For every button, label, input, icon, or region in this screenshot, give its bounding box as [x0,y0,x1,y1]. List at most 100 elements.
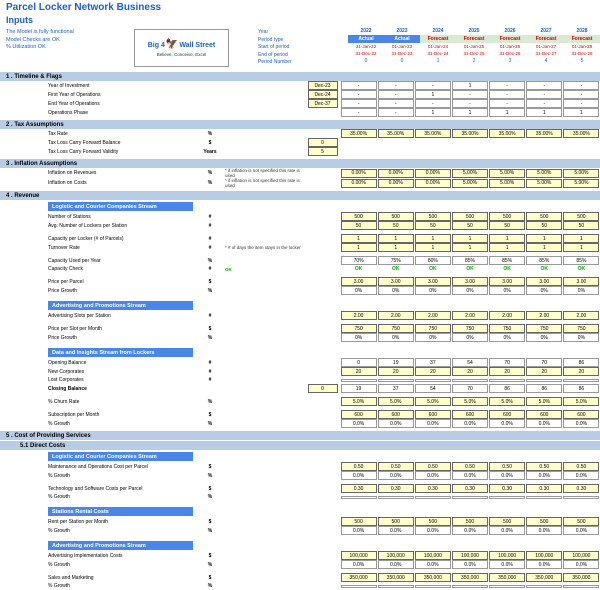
data-cell[interactable]: 1 [489,234,525,243]
data-cell[interactable]: 54 [452,358,488,367]
data-cell[interactable]: 0.0% [526,419,562,428]
data-cell[interactable]: 500 [563,212,599,221]
data-cell[interactable]: 5.0% [526,397,562,406]
data-cell[interactable] [563,496,599,499]
data-cell[interactable]: 500 [489,517,525,526]
data-cell[interactable]: 0% [415,286,451,295]
data-cell[interactable]: 0% [378,333,414,342]
data-cell[interactable]: 350,000 [341,573,377,582]
data-cell[interactable]: OK [378,266,414,273]
data-cell[interactable]: 3.00 [378,277,414,286]
data-cell[interactable]: 50 [489,221,525,230]
data-cell[interactable]: 500 [526,517,562,526]
data-cell[interactable]: 3.00 [563,277,599,286]
data-cell[interactable]: 85% [526,256,562,265]
data-cell[interactable]: 0.0% [341,560,377,569]
data-cell[interactable]: 1 [415,243,451,252]
data-cell[interactable]: 600 [563,410,599,419]
data-cell[interactable]: 86 [563,358,599,367]
data-cell[interactable] [489,496,525,499]
data-cell[interactable]: 750 [415,324,451,333]
data-cell[interactable]: 0.00% [415,169,451,178]
data-cell[interactable]: 0.0% [563,526,599,535]
data-cell[interactable]: 5.0% [378,397,414,406]
data-cell[interactable]: 0.0% [415,419,451,428]
data-cell[interactable]: 5.0% [415,397,451,406]
data-cell[interactable]: 5.00% [489,169,525,178]
data-cell[interactable]: 35.00% [563,129,599,138]
data-cell[interactable]: 5.00% [563,169,599,178]
data-cell[interactable]: 600 [452,410,488,419]
data-cell[interactable]: 54 [415,384,451,393]
data-cell[interactable]: 0.0% [452,419,488,428]
data-cell[interactable]: 2.00 [526,311,562,320]
data-cell[interactable]: 0.30 [341,484,377,493]
data-cell[interactable]: 0.0% [526,560,562,569]
data-cell[interactable]: 500 [452,517,488,526]
data-cell[interactable]: OK [489,266,525,273]
data-cell[interactable]: 5.00% [452,169,488,178]
data-cell[interactable]: 350,000 [526,573,562,582]
data-cell[interactable]: 5.00% [526,169,562,178]
data-cell[interactable]: 75% [378,256,414,265]
data-cell[interactable]: 600 [341,410,377,419]
data-cell[interactable]: 0% [452,286,488,295]
data-cell[interactable]: OK [341,266,377,273]
data-cell[interactable]: 0.00% [378,169,414,178]
data-cell[interactable]: 0.30 [378,484,414,493]
data-cell[interactable]: 2.00 [341,311,377,320]
data-cell[interactable]: 70 [526,358,562,367]
data-cell[interactable] [415,496,451,499]
data-cell[interactable]: 0.50 [452,462,488,471]
data-cell[interactable]: 1 [341,234,377,243]
data-cell[interactable]: 1 [415,234,451,243]
data-cell[interactable]: 70 [452,384,488,393]
data-cell[interactable]: 20 [489,367,525,376]
data-cell[interactable]: 0.50 [526,462,562,471]
data-cell[interactable] [452,496,488,499]
data-cell[interactable]: 3.00 [415,277,451,286]
data-cell[interactable]: 2.00 [563,311,599,320]
data-cell[interactable]: 0.30 [563,484,599,493]
data-cell[interactable]: 3.00 [526,277,562,286]
data-cell[interactable]: 0.0% [526,471,562,480]
data-cell[interactable]: 0.0% [526,526,562,535]
data-cell[interactable]: 500 [526,212,562,221]
data-cell[interactable]: 0.0% [378,560,414,569]
data-cell[interactable]: 350,000 [415,573,451,582]
data-cell[interactable]: 750 [452,324,488,333]
data-cell[interactable]: 600 [415,410,451,419]
data-cell[interactable]: 50 [378,221,414,230]
data-cell[interactable]: 750 [378,324,414,333]
data-cell[interactable]: OK [452,266,488,273]
data-cell[interactable] [526,496,562,499]
data-cell[interactable]: 86 [563,384,599,393]
data-cell[interactable]: 1 [563,243,599,252]
data-cell[interactable]: 1 [526,243,562,252]
data-cell[interactable]: 0.30 [415,484,451,493]
data-cell[interactable]: 20 [563,367,599,376]
data-cell[interactable]: 500 [341,517,377,526]
data-cell[interactable]: 750 [489,324,525,333]
data-cell[interactable]: 20 [526,367,562,376]
data-cell[interactable]: 0.0% [378,471,414,480]
data-cell[interactable] [378,496,414,499]
data-cell[interactable] [563,585,599,588]
data-cell[interactable]: 0.30 [489,484,525,493]
data-cell[interactable]: 0.0% [341,526,377,535]
data-cell[interactable] [526,585,562,588]
data-cell[interactable]: 750 [563,324,599,333]
data-cell[interactable]: 500 [415,212,451,221]
data-cell[interactable]: 3.00 [452,277,488,286]
data-cell[interactable]: 100,000 [452,551,488,560]
data-cell[interactable]: 100,000 [526,551,562,560]
data-cell[interactable]: 0% [341,286,377,295]
data-cell[interactable]: OK [415,266,451,273]
data-cell[interactable]: 350,000 [378,573,414,582]
data-cell[interactable]: OK [563,266,599,273]
data-cell[interactable]: 0.50 [489,462,525,471]
data-cell[interactable]: 0% [378,286,414,295]
data-cell[interactable]: 0% [526,286,562,295]
data-cell[interactable]: 2.00 [415,311,451,320]
data-cell[interactable]: 19 [341,384,377,393]
